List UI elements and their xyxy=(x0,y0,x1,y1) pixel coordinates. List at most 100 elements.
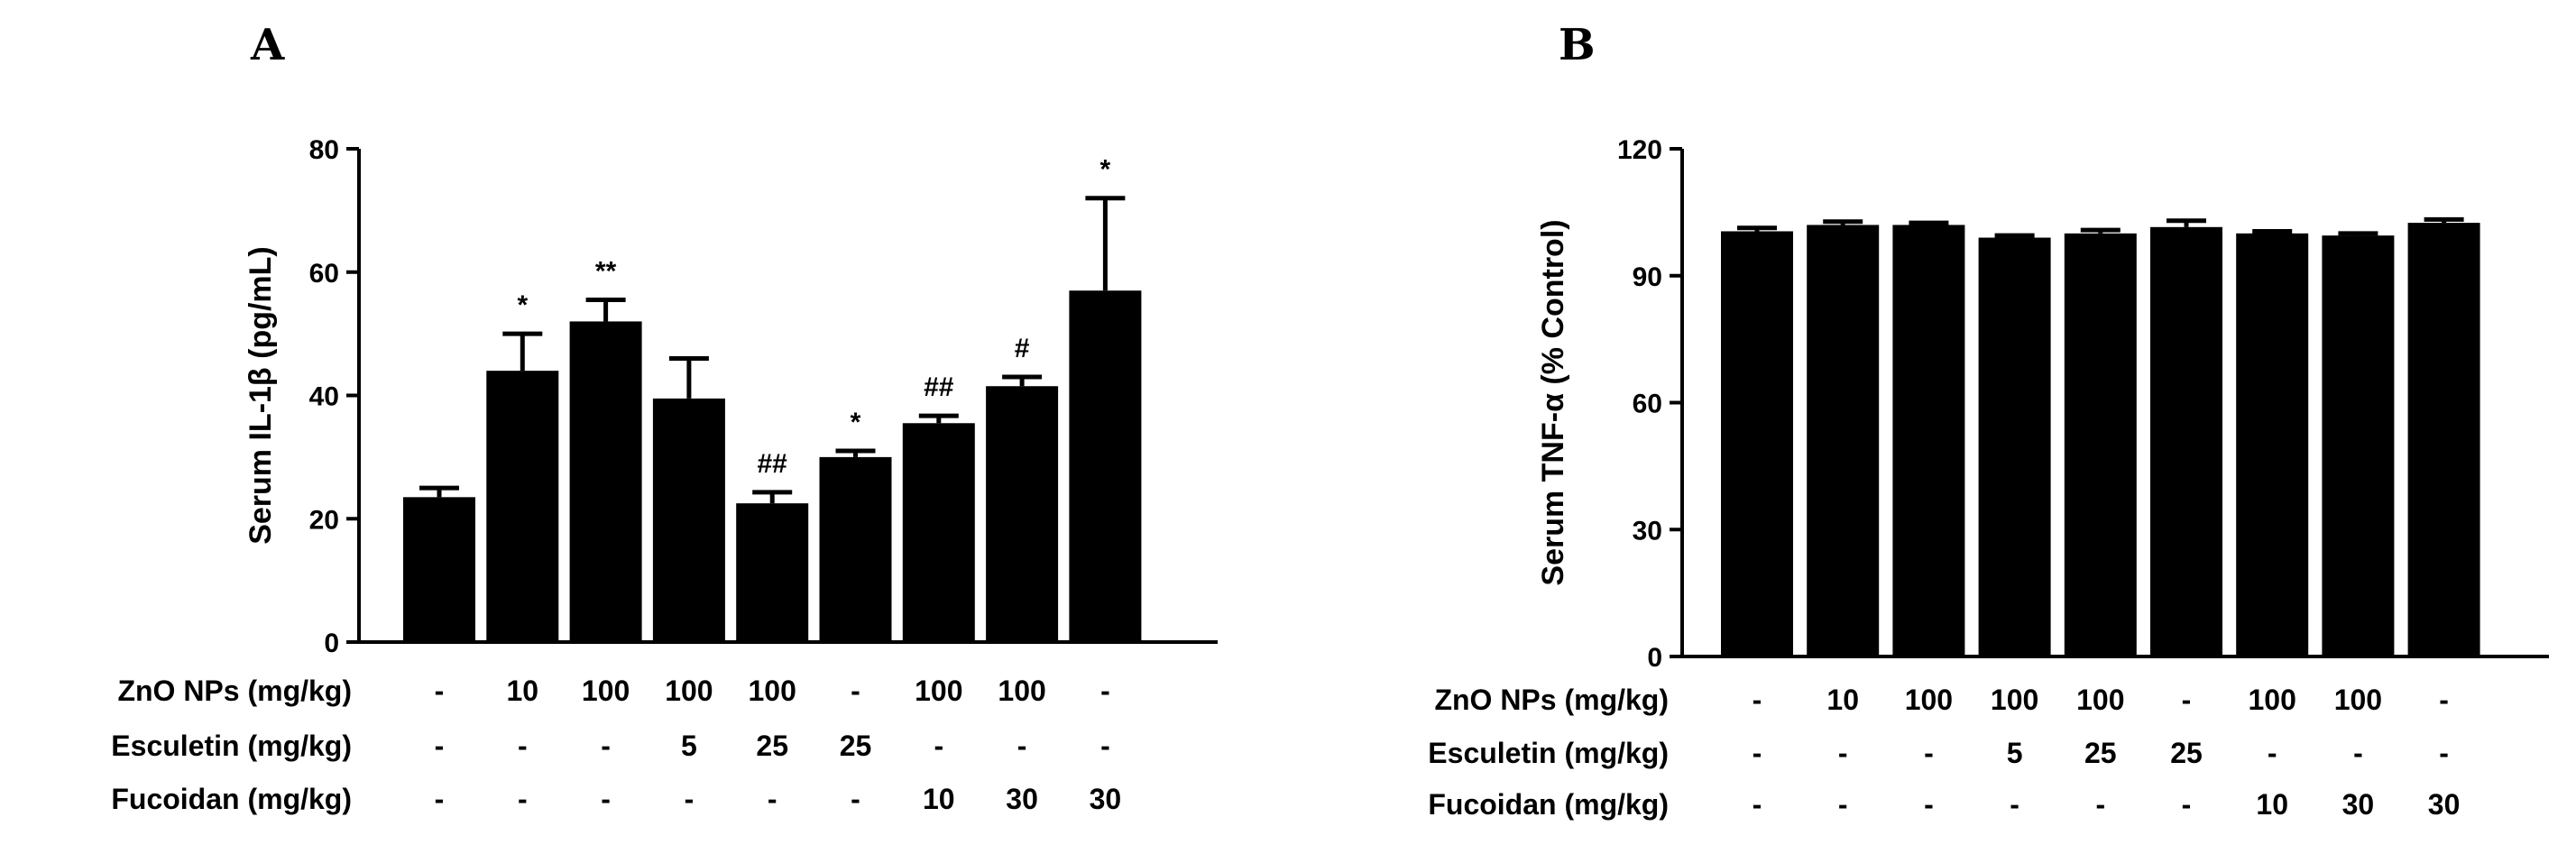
panel-b-treatment-dose-cell: - xyxy=(2268,737,2277,769)
panel-b: B 0 30 60 90 120 Serum TNF-α (% Control) ZnO NP… xyxy=(1428,20,2549,821)
panel-a-treatment-dose-cell: - xyxy=(1017,730,1027,762)
panel-b-treatment-dose-cell: 100 xyxy=(2249,684,2296,716)
panel-b-letter: B xyxy=(1559,20,1596,70)
panel-b-y-tick-label: 60 xyxy=(1633,390,1662,419)
panel-b-treatment-row-label: ZnO NPs (mg/kg) xyxy=(1434,684,1669,716)
panel-a-treatment-dose-cell: - xyxy=(685,783,695,815)
panel-b-bar xyxy=(1892,225,1965,656)
panel-b-y-axis-title: Serum TNF-α (% Control) xyxy=(1536,219,1570,585)
panel-a-y-tick-label: 0 xyxy=(324,629,339,658)
panel-a-y-tick-label: 60 xyxy=(309,259,339,289)
panel-a-treatment-dose-cell: 100 xyxy=(665,675,713,707)
panel-a-treatment-dose-cell: 10 xyxy=(507,675,539,707)
panel-a-treatment-dose-cell: 100 xyxy=(582,675,630,707)
panel-a-significance-label: * xyxy=(1100,155,1111,185)
panel-b-bar xyxy=(2150,226,2222,656)
panel-a-significance-label: * xyxy=(851,408,861,437)
panel-a-y-axis-title: Serum IL-1β (pg/mL) xyxy=(244,246,278,545)
panel-a-treatment-dose-cell: - xyxy=(518,730,528,762)
panel-a-treatment-row-label: ZnO NPs (mg/kg) xyxy=(117,675,352,707)
panel-a-treatment-dose-cell: - xyxy=(435,783,445,815)
panel-b-treatment-dose-cell: 100 xyxy=(2334,684,2382,716)
panel-b-treatment-dose-cell: - xyxy=(1924,737,1934,769)
panel-a-bar xyxy=(986,386,1059,642)
panel-a-treatment-dose-cell: 30 xyxy=(1090,783,1122,815)
panel-a-treatment-row-label: Esculetin (mg/kg) xyxy=(111,730,352,762)
panel-b-treatment-dose-cell: 10 xyxy=(1826,684,1859,716)
panel-b-treatment-dose-cell: 5 xyxy=(2007,737,2023,769)
panel-b-treatment-dose-cell: - xyxy=(1838,788,1848,821)
panel-a-treatment-dose-cell: - xyxy=(851,783,860,815)
panel-a-bar xyxy=(403,497,475,642)
panel-b-treatment-dose-cell: 10 xyxy=(2256,788,2288,821)
panel-a-treatment-dose-cell: 100 xyxy=(915,675,962,707)
panel-a-treatment-dose-cell: - xyxy=(601,783,611,815)
panel-a-y-tick-label: 80 xyxy=(309,135,339,165)
panel-b-treatment-dose-cell: - xyxy=(2439,737,2449,769)
panel-b-treatment-dose-cell: - xyxy=(2010,788,2019,821)
panel-b-treatment-dose-cell: 100 xyxy=(2076,684,2124,716)
panel-a-treatment-dose-cell: 30 xyxy=(1006,783,1038,815)
panel-a-bar xyxy=(652,398,725,642)
panel-a-bar xyxy=(486,371,559,642)
panel-a-bar xyxy=(1069,290,1142,642)
panel-a-treatment-dose-cell: 25 xyxy=(756,730,788,762)
panel-a-significance-label: * xyxy=(517,290,528,320)
panel-b-treatment-dose-cell: - xyxy=(2182,788,2192,821)
panel-a-treatment-dose-cell: - xyxy=(851,675,860,707)
panel-a-significance-label: # xyxy=(1015,334,1030,363)
panel-a-significance-label: ## xyxy=(924,372,954,402)
panel-a-significance-label: ** xyxy=(595,257,617,287)
panel-b-y-tick-label: 0 xyxy=(1647,643,1662,673)
panel-b-treatment-dose-cell: 30 xyxy=(2428,788,2461,821)
panel-a-treatment-dose-cell: - xyxy=(435,675,445,707)
panel-a-bar xyxy=(736,503,809,642)
panel-a-bar xyxy=(819,456,892,642)
panel-a-treatment-dose-cell: - xyxy=(518,783,528,815)
panel-a-treatment-row-label: Fucoidan (mg/kg) xyxy=(111,783,352,815)
panel-a-treatment-dose-cell: 100 xyxy=(749,675,796,707)
panel-a-treatment-dose-cell: 5 xyxy=(681,730,697,762)
panel-b-treatment-dose-cell: - xyxy=(2439,684,2449,716)
panel-a-significance-label: ## xyxy=(758,449,788,479)
panel-b-treatment-dose-cell: 30 xyxy=(2342,788,2375,821)
panel-a-letter: A xyxy=(250,20,285,70)
panel-b-bar xyxy=(2236,233,2309,656)
panel-b-treatment-dose-cell: - xyxy=(2353,737,2363,769)
panel-b-treatment-row-label: Esculetin (mg/kg) xyxy=(1428,737,1669,769)
panel-b-treatment-dose-cell: 100 xyxy=(1991,684,2038,716)
panel-a-treatment-dose-cell: - xyxy=(601,730,611,762)
panel-b-treatment-dose-cell: 25 xyxy=(2084,737,2117,769)
panel-b-bar xyxy=(2064,233,2137,656)
panel-b-bar xyxy=(1721,231,1793,656)
panel-b-treatment-dose-cell: - xyxy=(1924,788,1934,821)
panel-b-treatment-dose-cell: 100 xyxy=(1905,684,1953,716)
panel-a-y-tick-label: 40 xyxy=(309,382,339,412)
panel-b-bar xyxy=(1807,225,1880,656)
panel-b-treatment-dose-cell: - xyxy=(1753,788,1762,821)
panel-a-bar xyxy=(902,423,975,642)
panel-b-treatment-dose-cell: - xyxy=(1838,737,1848,769)
panel-a-treatment-dose-cell: 25 xyxy=(840,730,872,762)
panel-b-bar xyxy=(2322,235,2395,656)
panel-b-bar xyxy=(1978,237,2051,656)
panel-b-treatment-dose-cell: - xyxy=(1753,737,1762,769)
panel-b-bar xyxy=(2407,223,2480,656)
panel-b-y-tick-label: 120 xyxy=(1617,135,1662,165)
panel-a-bar xyxy=(569,321,642,642)
panel-a-treatment-dose-cell: - xyxy=(768,783,777,815)
panel-b-treatment-row-label: Fucoidan (mg/kg) xyxy=(1428,788,1669,821)
panel-b-treatment-dose-cell: - xyxy=(2095,788,2105,821)
panel-a-treatment-dose-cell: 100 xyxy=(998,675,1045,707)
panel-b-treatment-dose-cell: 25 xyxy=(2170,737,2203,769)
panel-a-treatment-dose-cell: - xyxy=(934,730,943,762)
panel-a-treatment-dose-cell: 10 xyxy=(923,783,955,815)
panel-b-y-tick-label: 90 xyxy=(1633,262,1662,292)
panel-b-treatment-dose-cell: - xyxy=(2182,684,2192,716)
panel-a-y-tick-label: 20 xyxy=(309,505,339,535)
panel-b-y-tick-label: 30 xyxy=(1633,516,1662,546)
panel-a-treatment-dose-cell: - xyxy=(1100,675,1110,707)
panel-a-treatment-dose-cell: - xyxy=(435,730,445,762)
